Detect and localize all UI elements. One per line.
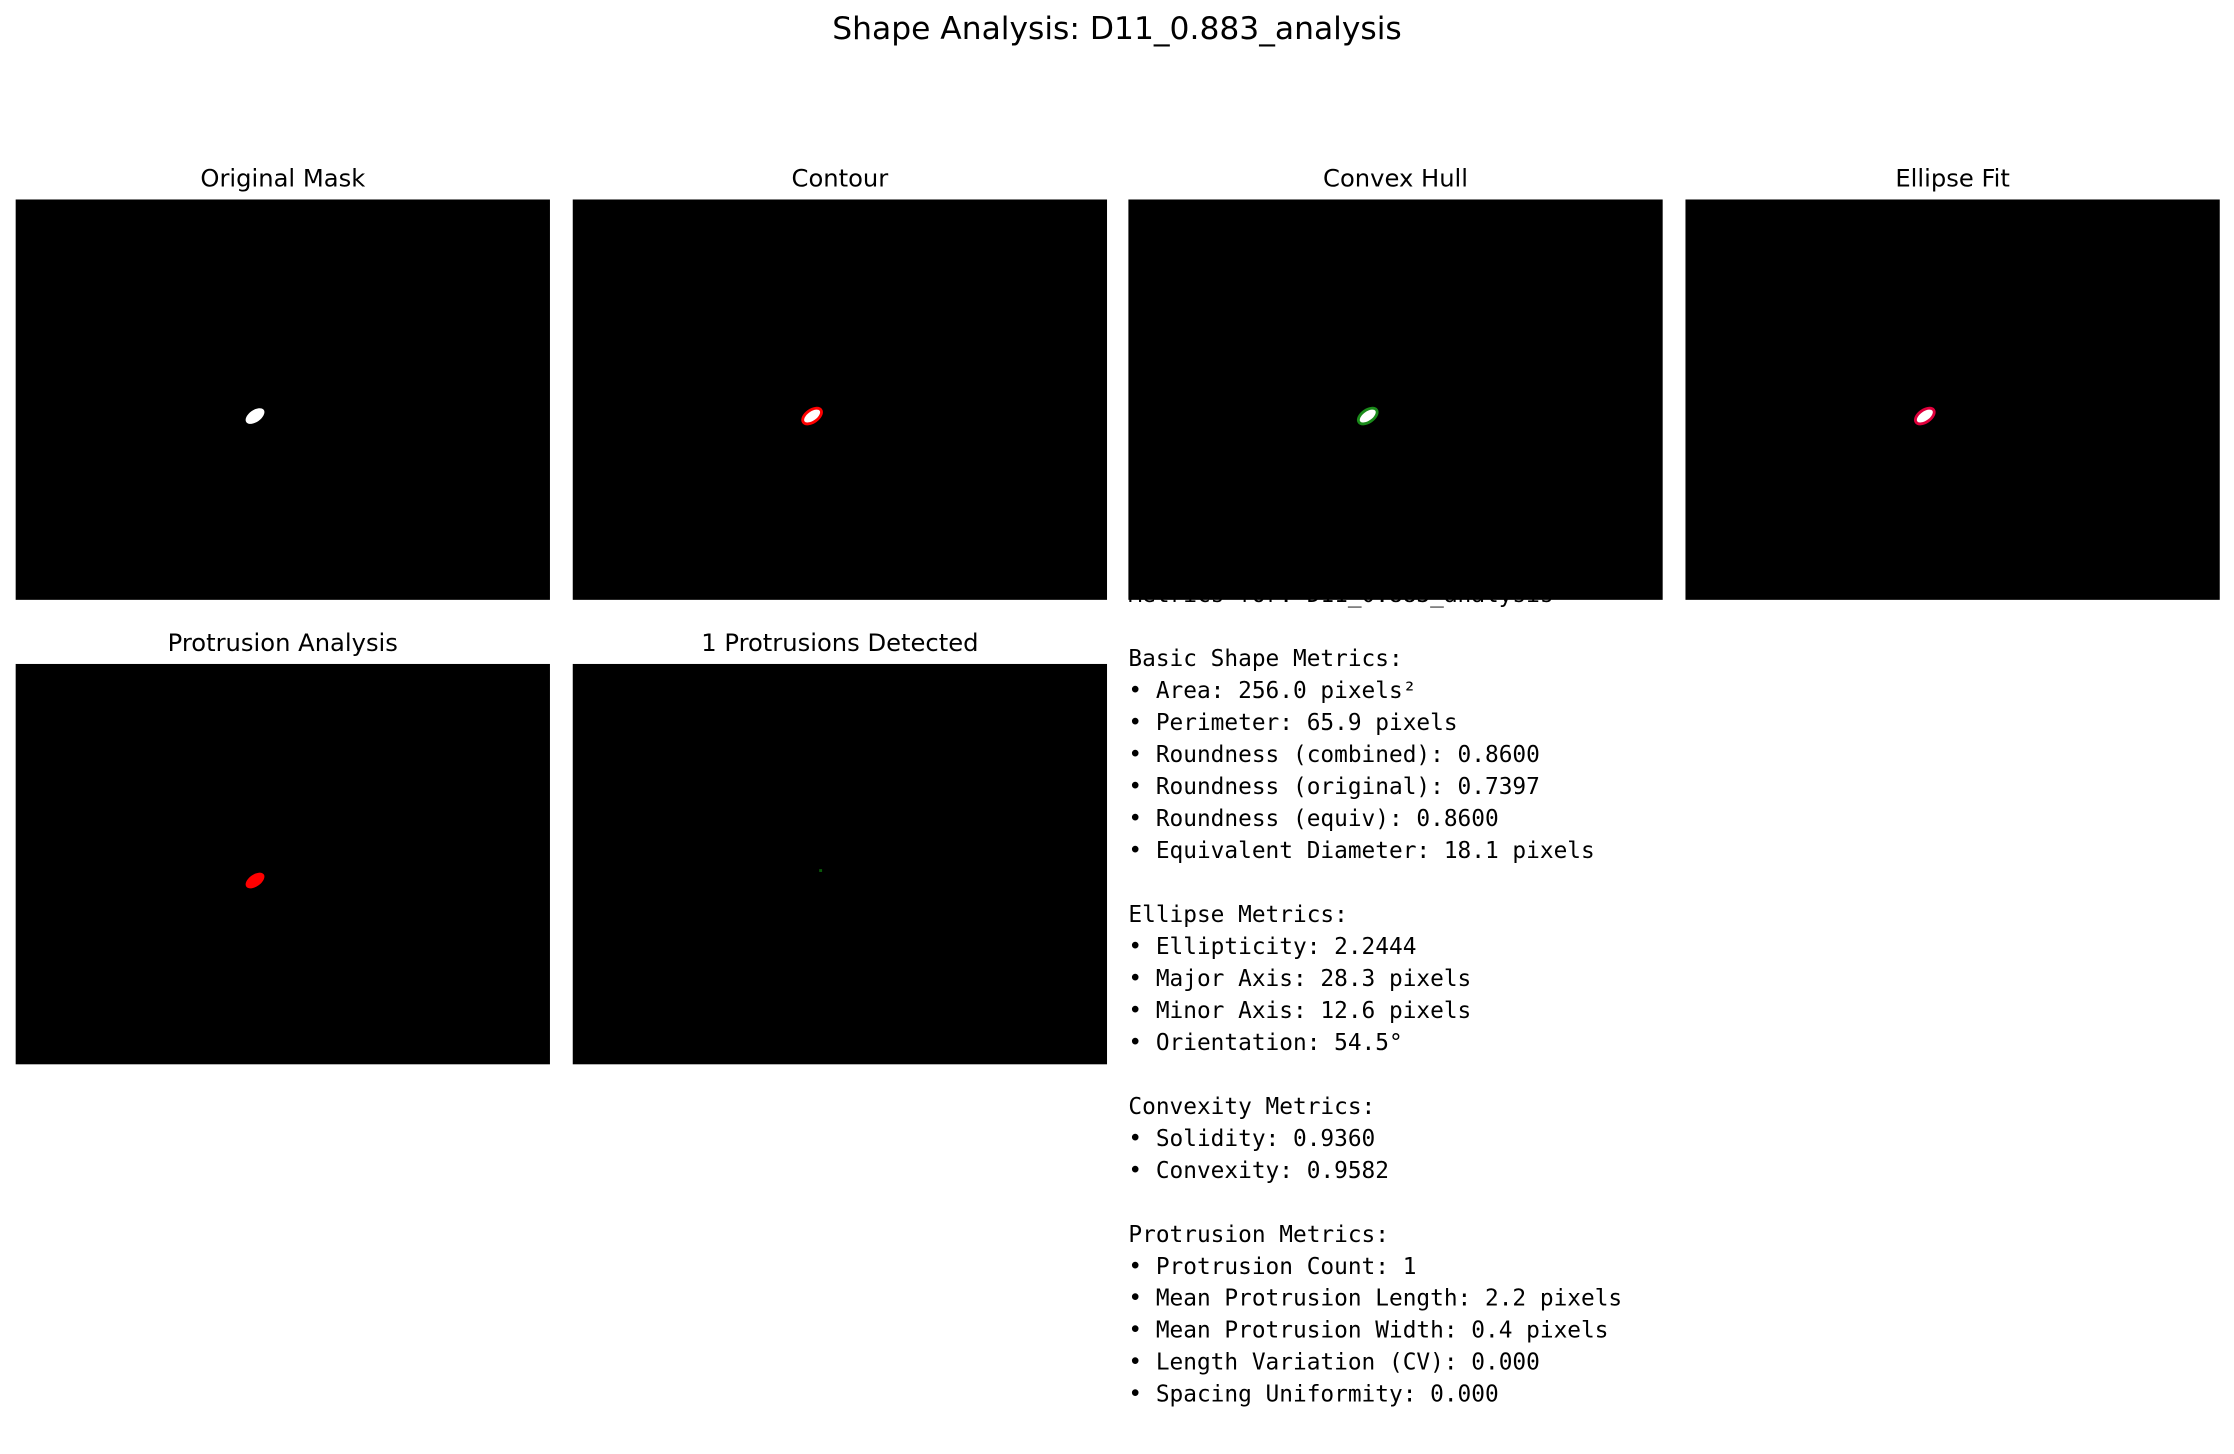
panel-title: 1 Protrusions Detected: [701, 629, 978, 657]
protrusion-dot: [819, 869, 823, 872]
panel-image: [572, 663, 1108, 1065]
section-heading: Protrusion Metrics:: [1128, 1222, 1389, 1248]
panel-title: Original Mask: [200, 165, 365, 193]
shape-blob: [801, 406, 823, 426]
figure-title: Shape Analysis: D11_0.883_analysis: [832, 11, 1402, 47]
metric-item: • Convexity: 0.9582: [1128, 1158, 1389, 1184]
panel-title: Contour: [792, 165, 889, 193]
panels: Original Mask Contour Convex Hull Ellipse F…: [15, 165, 2220, 1065]
panel-title: Convex Hull: [1323, 165, 1468, 193]
metric-item: • Mean Protrusion Width: 0.4 pixels: [1128, 1318, 1608, 1344]
shape-blob: [1914, 406, 1936, 426]
panel-image: [15, 663, 550, 1065]
metric-item: • Spacing Uniformity: 0.000: [1128, 1382, 1498, 1408]
metric-item: • Minor Axis: 12.6 pixels: [1128, 998, 1471, 1024]
panel-image: [15, 199, 550, 600]
section-heading: Convexity Metrics:: [1128, 1094, 1375, 1120]
section-heading: Basic Shape Metrics:: [1128, 646, 1402, 672]
metric-item: • Roundness (equiv): 0.8600: [1128, 806, 1498, 832]
metric-item: • Orientation: 54.5°: [1128, 1030, 1402, 1056]
metric-item: • Solidity: 0.9360: [1128, 1126, 1375, 1152]
metric-item: • Area: 256.0 pixels²: [1128, 678, 1416, 704]
metric-item: • Equivalent Diameter: 18.1 pixels: [1128, 838, 1594, 864]
section-heading: Ellipse Metrics:: [1128, 902, 1347, 928]
metric-item: • Length Variation (CV): 0.000: [1128, 1350, 1539, 1376]
shape-blob: [245, 872, 265, 889]
panel-image: [572, 199, 1108, 600]
metric-item: • Major Axis: 28.3 pixels: [1128, 966, 1471, 992]
panel-image: [1685, 199, 2220, 600]
metric-item: • Protrusion Count: 1: [1128, 1254, 1416, 1280]
metric-item: • Perimeter: 65.9 pixels: [1128, 710, 1457, 736]
metric-item: • Mean Protrusion Length: 2.2 pixels: [1128, 1286, 1622, 1312]
metric-item: • Ellipticity: 2.2444: [1128, 934, 1416, 960]
shape-blob: [245, 408, 265, 424]
panel-image: [1128, 199, 1663, 600]
panel-title: Ellipse Fit: [1895, 165, 2009, 193]
metric-item: • Roundness (original): 0.7397: [1128, 774, 1539, 800]
shape-blob: [1356, 406, 1379, 426]
panel-title: Protrusion Analysis: [168, 629, 398, 657]
metric-item: • Roundness (combined): 0.8600: [1128, 742, 1539, 768]
